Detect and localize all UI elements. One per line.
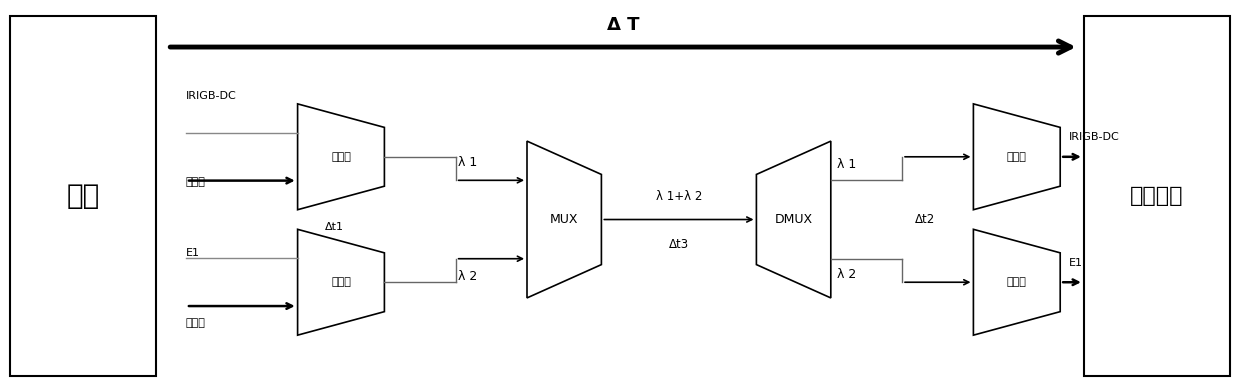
Text: 光转电: 光转电 [1007, 277, 1027, 287]
Text: λ 2: λ 2 [837, 268, 857, 281]
Text: λ 2: λ 2 [459, 270, 477, 283]
Text: 外时钟: 外时钟 [186, 177, 206, 187]
Text: Δt1: Δt1 [325, 222, 345, 232]
Text: IRIGB-DC: IRIGB-DC [1069, 132, 1120, 142]
Text: DMUX: DMUX [775, 213, 812, 226]
Text: IRIGB-DC: IRIGB-DC [186, 91, 237, 101]
Text: Δt2: Δt2 [915, 213, 935, 226]
Text: λ 1+λ 2: λ 1+λ 2 [656, 189, 702, 203]
Text: E1: E1 [186, 248, 200, 258]
Text: Δt3: Δt3 [668, 238, 689, 252]
Text: λ 1: λ 1 [459, 156, 477, 169]
Text: 电转光: 电转光 [331, 152, 351, 162]
Text: 外时钟: 外时钟 [186, 318, 206, 328]
Text: λ 1: λ 1 [837, 158, 857, 171]
Text: Δ T: Δ T [606, 16, 640, 34]
Text: 公网: 公网 [67, 182, 99, 210]
Bar [1084, 16, 1230, 376]
Text: 隔离网络: 隔离网络 [1130, 186, 1184, 206]
Bar [10, 16, 156, 376]
Text: MUX: MUX [551, 213, 578, 226]
Text: E1: E1 [1069, 258, 1083, 268]
Text: 光转电: 光转电 [1007, 152, 1027, 162]
Text: 电转光: 电转光 [331, 277, 351, 287]
